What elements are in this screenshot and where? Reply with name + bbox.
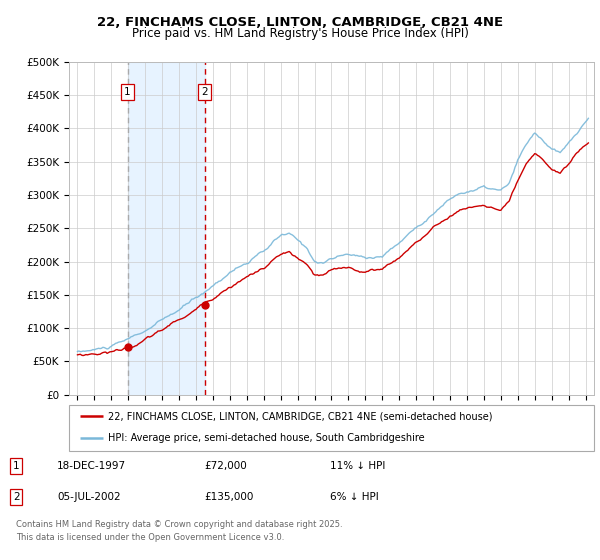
- Text: Price paid vs. HM Land Registry's House Price Index (HPI): Price paid vs. HM Land Registry's House …: [131, 27, 469, 40]
- Text: 1: 1: [13, 461, 20, 471]
- Text: 2: 2: [13, 492, 20, 502]
- Text: £135,000: £135,000: [204, 492, 253, 502]
- Text: 11% ↓ HPI: 11% ↓ HPI: [330, 461, 385, 471]
- Text: 6% ↓ HPI: 6% ↓ HPI: [330, 492, 379, 502]
- Text: HPI: Average price, semi-detached house, South Cambridgeshire: HPI: Average price, semi-detached house,…: [109, 433, 425, 443]
- Text: 22, FINCHAMS CLOSE, LINTON, CAMBRIDGE, CB21 4NE: 22, FINCHAMS CLOSE, LINTON, CAMBRIDGE, C…: [97, 16, 503, 29]
- Text: This data is licensed under the Open Government Licence v3.0.: This data is licensed under the Open Gov…: [16, 533, 284, 542]
- Bar: [128, 62, 205, 395]
- Text: 05-JUL-2002: 05-JUL-2002: [57, 492, 121, 502]
- Text: 1: 1: [124, 87, 131, 96]
- Text: 2: 2: [202, 87, 208, 96]
- Text: £72,000: £72,000: [204, 461, 247, 471]
- Text: 22, FINCHAMS CLOSE, LINTON, CAMBRIDGE, CB21 4NE (semi-detached house): 22, FINCHAMS CLOSE, LINTON, CAMBRIDGE, C…: [109, 412, 493, 421]
- Text: 18-DEC-1997: 18-DEC-1997: [57, 461, 126, 471]
- Text: Contains HM Land Registry data © Crown copyright and database right 2025.: Contains HM Land Registry data © Crown c…: [16, 520, 343, 529]
